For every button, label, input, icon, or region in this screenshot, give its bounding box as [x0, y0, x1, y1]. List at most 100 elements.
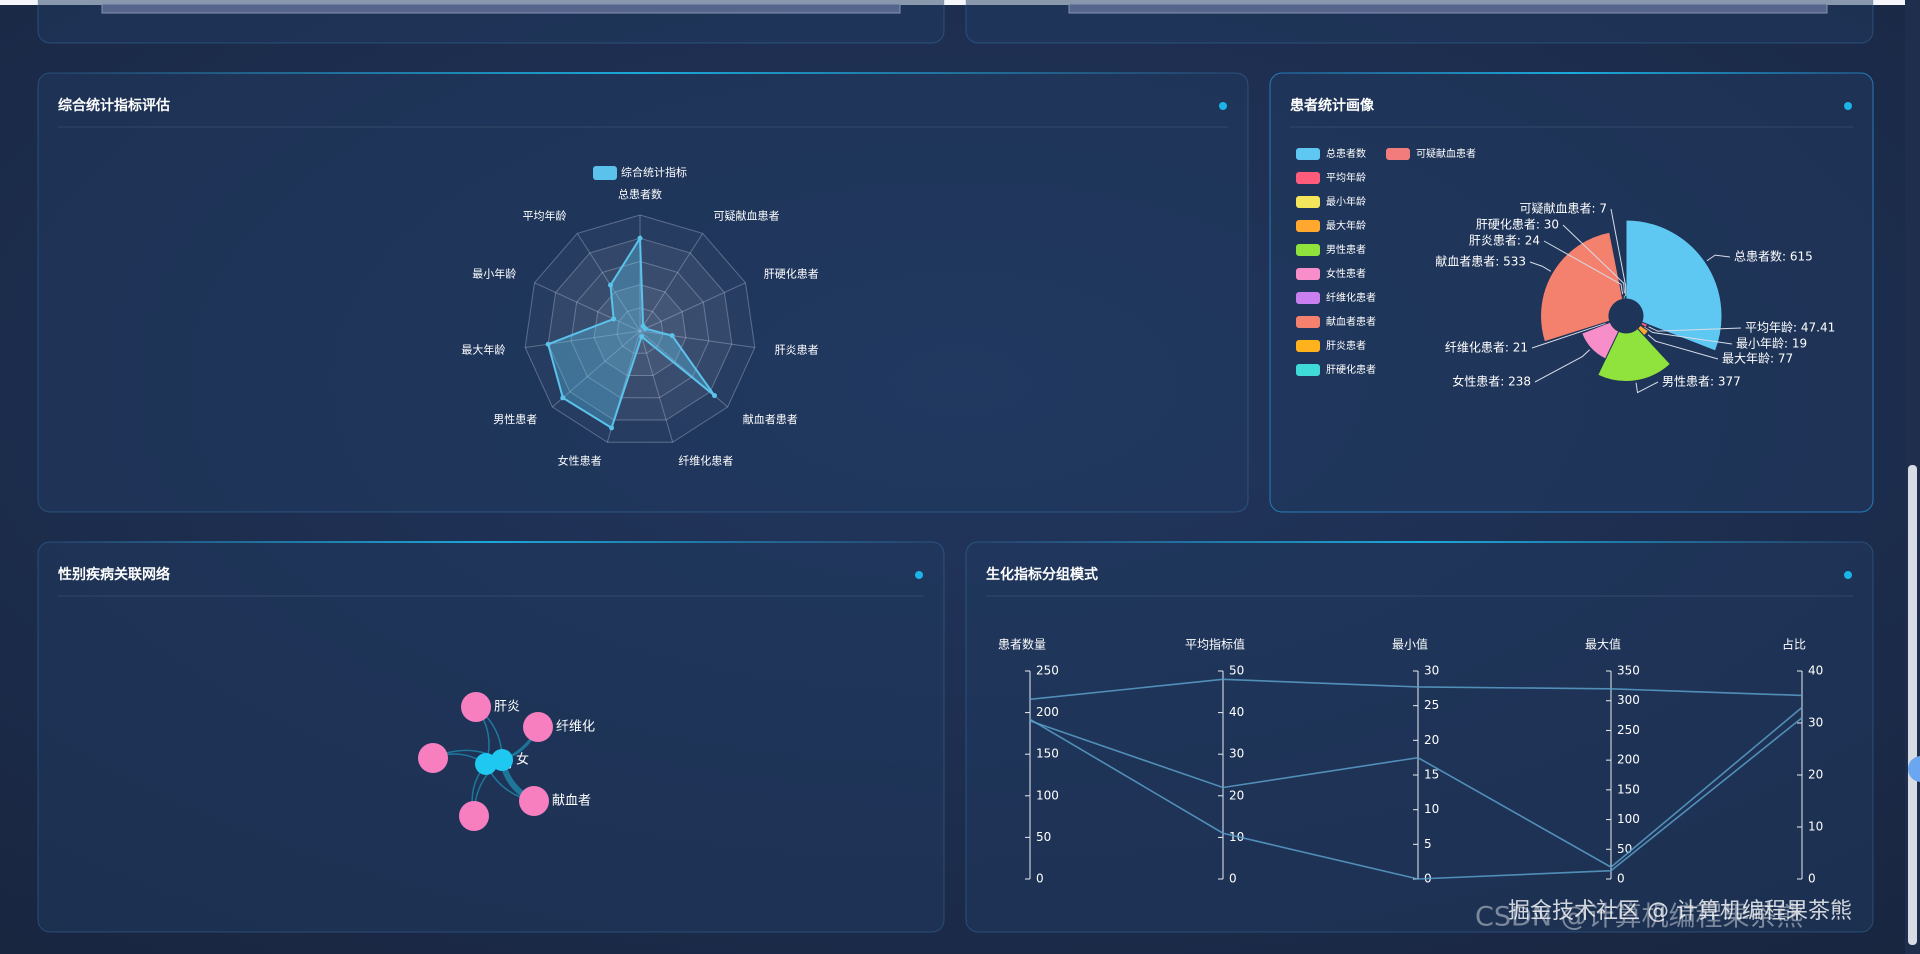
radar-indicator: 女性患者: [558, 453, 602, 467]
tick-label: 5: [1424, 837, 1432, 851]
label-leader: [1534, 349, 1591, 383]
label-leader: [1648, 326, 1742, 332]
radar-indicator: 男性患者: [493, 412, 537, 426]
label-leader: [1543, 240, 1624, 295]
tick-label: 50: [1617, 842, 1632, 856]
radar-point: [637, 235, 643, 241]
tick-label: 20: [1808, 768, 1823, 782]
label-leader: [1643, 326, 1733, 345]
slider[interactable]: [101, 3, 901, 14]
radar-indicator: 最大年龄: [461, 342, 505, 356]
tick-label: 10: [1808, 820, 1823, 834]
pie-slice: [1625, 219, 1723, 352]
tick-label: 30: [1424, 664, 1439, 678]
pie-label: 平均年龄: 47.41: [1745, 321, 1835, 335]
radar-point: [560, 395, 566, 401]
axis-name: 占比: [1782, 637, 1806, 652]
panel-dot: [1844, 102, 1852, 110]
pie-slice: [1581, 321, 1620, 360]
pie-label: 肝炎患者: 24: [1469, 234, 1540, 248]
top-strip: [0, 0, 1920, 5]
legend-swatch: [1296, 268, 1320, 280]
legend-label: 最小年龄: [1326, 195, 1366, 208]
radar-indicator: 平均年龄: [522, 209, 566, 223]
radar-point: [642, 326, 648, 332]
label-leader: [1635, 381, 1659, 394]
radar-indicator: 可疑献血患者: [714, 209, 780, 223]
tick-label: 150: [1036, 747, 1059, 761]
tick-label: 0: [1617, 872, 1625, 886]
parallel-line: [1029, 678, 1803, 701]
tick-label: 100: [1036, 788, 1059, 802]
radar-point: [608, 282, 614, 288]
legend-swatch: [1296, 292, 1320, 304]
tick-label: 150: [1617, 782, 1640, 796]
label-leader: [1706, 254, 1731, 262]
graph-node: [418, 743, 448, 773]
tick-label: 20: [1424, 733, 1439, 747]
panel: [37, 541, 945, 933]
radar-indicator: 肝炎患者: [775, 343, 819, 356]
tick-label: 40: [1808, 664, 1823, 678]
legend-label: 纤维化患者: [1326, 291, 1376, 304]
legend-swatch: [1386, 148, 1410, 160]
radar-point: [669, 333, 675, 339]
tick-label: 100: [1617, 812, 1640, 826]
tick-label: 30: [1808, 716, 1823, 730]
label-leader: [1647, 334, 1719, 360]
radar-point: [545, 341, 551, 347]
legend-swatch: [1296, 316, 1320, 328]
legend-swatch: [1296, 196, 1320, 208]
tick-label: 0: [1229, 872, 1237, 886]
legend-label: 综合统计指标: [621, 165, 687, 179]
tick-label: 20: [1229, 788, 1244, 802]
tick-label: 0: [1808, 872, 1816, 886]
radar-point: [609, 425, 615, 431]
radar-ring: [547, 237, 733, 421]
legend-label: 最大年龄: [1326, 219, 1366, 232]
side-button[interactable]: [1908, 756, 1920, 782]
tick-label: 30: [1229, 747, 1244, 761]
legend-swatch: [593, 166, 617, 180]
legend-swatch: [1296, 364, 1320, 376]
radar-ring: [570, 260, 710, 399]
scrollbar-thumb[interactable]: [1908, 465, 1917, 945]
radar-spoke: [639, 282, 746, 332]
radar-spoke: [639, 330, 755, 349]
radar-spoke: [576, 233, 641, 332]
radar-spoke: [639, 233, 704, 332]
panel-title: 生化指标分组模式: [986, 566, 1098, 583]
radar-point: [611, 316, 617, 322]
axis-name: 患者数量: [998, 637, 1046, 652]
graph-node: [519, 786, 549, 816]
graph-node: [461, 692, 491, 722]
radar-spoke: [552, 330, 641, 408]
parallel-line: [1029, 717, 1803, 880]
legend-swatch: [1296, 148, 1320, 160]
tick-label: 50: [1036, 830, 1051, 844]
radar-spoke: [525, 330, 641, 349]
slider[interactable]: [1068, 3, 1828, 14]
pie-label: 肝硬化患者: 30: [1476, 218, 1559, 232]
panel-glow: [1290, 72, 1853, 74]
tick-label: 40: [1229, 705, 1244, 719]
legend-label: 肝硬化患者: [1326, 363, 1376, 376]
legend-label: 可疑献血患者: [1416, 147, 1476, 160]
radar-point: [639, 334, 645, 340]
panel-glow: [986, 541, 1853, 543]
legend-label: 平均年龄: [1326, 171, 1366, 184]
panel: [965, 541, 1874, 933]
pie-label: 女性患者: 238: [1452, 374, 1531, 389]
graph-node: [523, 712, 553, 742]
radar-point: [712, 393, 718, 399]
axis-name: 平均指标值: [1185, 637, 1245, 652]
watermark: CSDN @计算机编程果茶熊: [1475, 902, 1804, 933]
legend-swatch: [1296, 244, 1320, 256]
tick-label: 25: [1424, 698, 1439, 712]
radar-indicator: 最小年龄: [472, 267, 516, 281]
pie-slice: [1540, 231, 1624, 343]
watermark: 掘金技术社区 @ 计算机编程果茶熊: [1508, 899, 1852, 924]
pie-label: 最大年龄: 77: [1722, 352, 1793, 366]
